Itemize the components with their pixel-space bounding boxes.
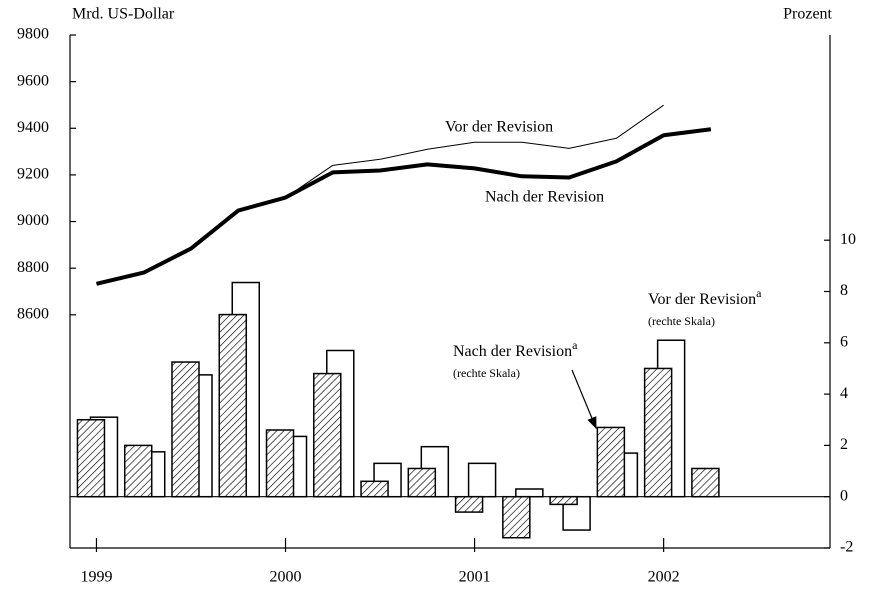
y-tick-label: 9600 xyxy=(17,72,49,89)
annotation: Vor der Revisiona xyxy=(648,286,762,308)
bar xyxy=(218,313,248,498)
bar xyxy=(123,444,153,498)
bar xyxy=(360,480,389,498)
line xyxy=(96,127,712,286)
bar xyxy=(691,467,720,498)
bar xyxy=(549,495,578,506)
y2-axis-title: Prozent xyxy=(783,6,832,23)
y2-tick-label: 0 xyxy=(840,487,848,504)
y2-tick-label: 4 xyxy=(840,385,848,402)
y-tick-label: 9200 xyxy=(17,166,49,183)
y2-tick-label: 10 xyxy=(840,231,856,248)
y2-tick-label: 8 xyxy=(840,282,848,299)
bar xyxy=(454,495,484,513)
y-axis-title: Mrd. US-Dollar xyxy=(72,6,175,23)
bar xyxy=(76,419,106,498)
annotation-note: (rechte Skala) xyxy=(648,314,715,328)
bar xyxy=(502,495,531,539)
annotation-marker: a xyxy=(572,338,578,352)
x-tick-label: 2002 xyxy=(648,569,680,586)
y2-tick-label: 2 xyxy=(840,436,848,453)
annotation-marker: a xyxy=(756,286,762,300)
bar xyxy=(515,488,544,498)
y-tick-label: 9000 xyxy=(17,212,49,229)
annotation: Nach der Revision xyxy=(485,189,604,206)
annotation: Vor der Revision xyxy=(648,291,756,308)
y2-tick-label: 6 xyxy=(840,333,848,350)
annotation-arrow xyxy=(571,369,597,430)
bar xyxy=(313,372,342,498)
y-tick-label: 9800 xyxy=(17,26,49,43)
bar xyxy=(467,462,497,498)
x-tick-label: 1999 xyxy=(80,569,112,586)
annotation: Nach der Revision xyxy=(453,343,572,360)
annotation-note: (rechte Skala) xyxy=(453,366,520,380)
bar xyxy=(265,429,295,498)
x-tick-label: 2001 xyxy=(459,569,491,586)
annotation: Vor der Revision xyxy=(445,119,553,136)
y2-tick-label: -2 xyxy=(840,539,853,556)
bar xyxy=(171,361,200,498)
y-tick-label: 8800 xyxy=(17,259,49,276)
y-tick-label: 8600 xyxy=(17,305,49,322)
bar xyxy=(643,367,673,498)
x-tick-label: 2000 xyxy=(270,569,302,586)
y-tick-label: 9400 xyxy=(17,119,49,136)
annotation: Nach der Revisiona xyxy=(453,338,578,360)
bar xyxy=(596,426,626,498)
bar xyxy=(407,467,437,498)
